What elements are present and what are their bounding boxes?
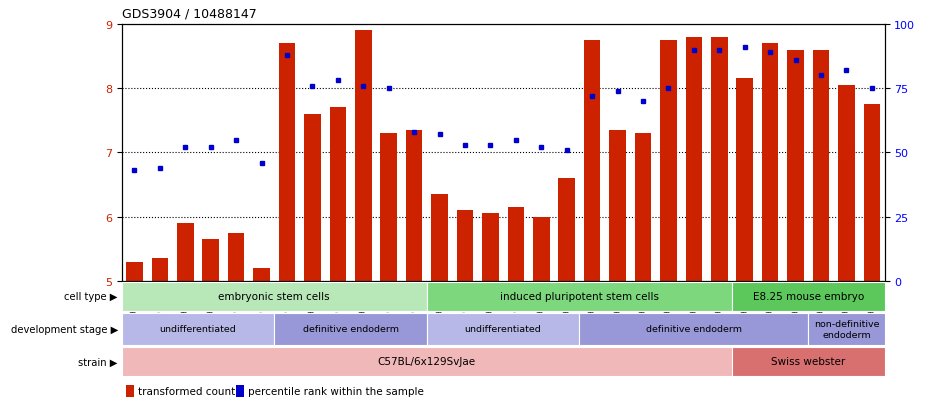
Bar: [254, 268, 270, 281]
Bar: [126, 386, 135, 397]
Bar: [507, 207, 524, 281]
Text: C57BL/6x129SvJae: C57BL/6x129SvJae: [378, 356, 475, 367]
Text: induced pluripotent stem cells: induced pluripotent stem cells: [500, 292, 659, 302]
Bar: [236, 386, 244, 397]
Bar: [579, 313, 809, 345]
Bar: [864, 105, 880, 281]
Bar: [533, 217, 549, 281]
Text: undifferentiated: undifferentiated: [160, 325, 236, 334]
Bar: [808, 313, 885, 345]
Bar: [126, 262, 142, 281]
Bar: [457, 211, 474, 281]
Bar: [431, 195, 447, 281]
Bar: [732, 282, 885, 312]
Bar: [584, 41, 600, 281]
Text: transformed count: transformed count: [138, 387, 235, 396]
Bar: [737, 79, 753, 281]
Text: development stage ▶: development stage ▶: [10, 324, 118, 334]
Bar: [559, 179, 575, 281]
Text: non-definitive
endoderm: non-definitive endoderm: [813, 320, 879, 339]
Bar: [227, 233, 244, 281]
Bar: [304, 114, 321, 281]
Bar: [274, 313, 427, 345]
Bar: [427, 282, 732, 312]
Text: definitive endoderm: definitive endoderm: [302, 325, 399, 334]
Bar: [711, 38, 727, 281]
Bar: [152, 259, 168, 281]
Text: Swiss webster: Swiss webster: [771, 356, 845, 367]
Bar: [685, 38, 702, 281]
Bar: [732, 347, 885, 377]
Bar: [279, 44, 295, 281]
Text: E8.25 mouse embryo: E8.25 mouse embryo: [753, 292, 864, 302]
Bar: [482, 214, 499, 281]
Bar: [762, 44, 779, 281]
Bar: [406, 131, 422, 281]
Text: definitive endoderm: definitive endoderm: [646, 325, 742, 334]
Text: GDS3904 / 10488147: GDS3904 / 10488147: [122, 8, 256, 21]
Text: strain ▶: strain ▶: [79, 356, 118, 367]
Text: percentile rank within the sample: percentile rank within the sample: [247, 387, 423, 396]
Bar: [427, 313, 579, 345]
Bar: [177, 223, 194, 281]
Bar: [609, 131, 626, 281]
Bar: [329, 108, 346, 281]
Bar: [355, 31, 372, 281]
Bar: [787, 50, 804, 281]
Bar: [838, 85, 855, 281]
Bar: [202, 240, 219, 281]
Text: cell type ▶: cell type ▶: [65, 292, 118, 302]
Bar: [122, 313, 274, 345]
Bar: [660, 41, 677, 281]
Text: undifferentiated: undifferentiated: [465, 325, 541, 334]
Bar: [635, 134, 651, 281]
Bar: [122, 347, 732, 377]
Bar: [380, 134, 397, 281]
Bar: [812, 50, 829, 281]
Bar: [122, 282, 427, 312]
Text: embryonic stem cells: embryonic stem cells: [218, 292, 330, 302]
